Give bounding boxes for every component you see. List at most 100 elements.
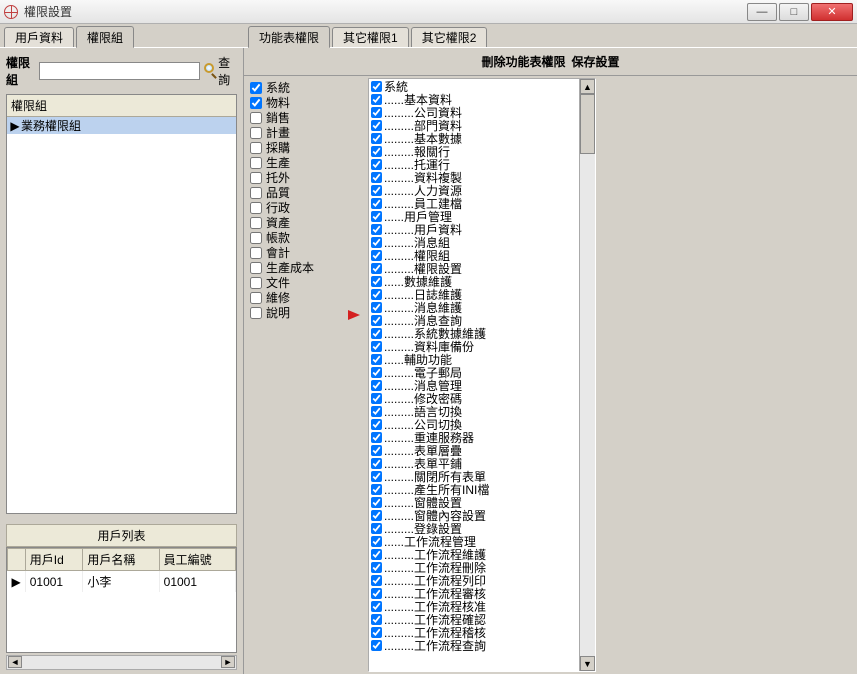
scroll-down-icon[interactable]: ▼ [580, 656, 595, 671]
category-item[interactable]: 資產 [250, 215, 342, 230]
category-item[interactable]: 文件 [250, 275, 342, 290]
minimize-button[interactable]: — [747, 3, 777, 21]
permission-checkbox[interactable] [371, 237, 382, 248]
permission-checkbox[interactable] [371, 302, 382, 313]
permission-checkbox[interactable] [371, 640, 382, 651]
permission-checkbox[interactable] [371, 133, 382, 144]
permission-checkbox[interactable] [371, 289, 382, 300]
scroll-thumb[interactable] [580, 94, 595, 154]
permission-checkbox[interactable] [371, 536, 382, 547]
category-item[interactable]: 生產 [250, 155, 342, 170]
permission-checkbox[interactable] [371, 198, 382, 209]
permission-checkbox[interactable] [371, 497, 382, 508]
tab-other-permission-1[interactable]: 其它權限1 [332, 27, 409, 47]
permission-checkbox[interactable] [371, 484, 382, 495]
permission-checkbox[interactable] [371, 471, 382, 482]
permission-checkbox[interactable] [371, 419, 382, 430]
category-item[interactable]: 採購 [250, 140, 342, 155]
permission-checkbox[interactable] [371, 627, 382, 638]
category-item[interactable]: 計畫 [250, 125, 342, 140]
save-settings-label[interactable]: 保存設置 [572, 53, 620, 70]
permission-checkbox[interactable] [371, 380, 382, 391]
category-item[interactable]: 說明 [250, 305, 342, 320]
permission-checkbox[interactable] [371, 367, 382, 378]
permission-checkbox[interactable] [371, 94, 382, 105]
permission-checkbox[interactable] [371, 549, 382, 560]
tab-permission-group[interactable]: 權限組 [76, 26, 134, 48]
user-row[interactable]: ▶01001小李01001 [8, 571, 236, 593]
permission-checkbox[interactable] [371, 172, 382, 183]
category-checkbox[interactable] [250, 97, 262, 109]
category-checkbox[interactable] [250, 172, 262, 184]
category-checkbox[interactable] [250, 307, 262, 319]
category-checkbox[interactable] [250, 202, 262, 214]
category-item[interactable]: 托外 [250, 170, 342, 185]
user-column-header[interactable]: 用戶Id [25, 549, 83, 571]
group-row[interactable]: ▶業務權限組 [7, 117, 236, 134]
permission-checkbox[interactable] [371, 328, 382, 339]
permission-checkbox[interactable] [371, 614, 382, 625]
category-item[interactable]: 會計 [250, 245, 342, 260]
permission-checkbox[interactable] [371, 315, 382, 326]
tab-menu-permission[interactable]: 功能表權限 [248, 26, 330, 48]
category-checkbox[interactable] [250, 142, 262, 154]
category-checkbox[interactable] [250, 247, 262, 259]
maximize-button[interactable]: □ [779, 3, 809, 21]
permission-checkbox[interactable] [371, 120, 382, 131]
search-input[interactable] [39, 62, 200, 80]
permission-checkbox[interactable] [371, 341, 382, 352]
search-button[interactable]: 查詢 [204, 54, 237, 88]
category-checkbox[interactable] [250, 262, 262, 274]
permission-checkbox[interactable] [371, 276, 382, 287]
permission-checkbox[interactable] [371, 211, 382, 222]
permission-checkbox[interactable] [371, 523, 382, 534]
permission-checkbox[interactable] [371, 224, 382, 235]
scroll-right-icon[interactable]: ► [221, 656, 235, 668]
category-checkbox[interactable] [250, 127, 262, 139]
category-checkbox[interactable] [250, 232, 262, 244]
permission-checkbox[interactable] [371, 159, 382, 170]
permission-checkbox[interactable] [371, 263, 382, 274]
category-checkbox[interactable] [250, 82, 262, 94]
permission-checkbox[interactable] [371, 81, 382, 92]
permission-checkbox[interactable] [371, 601, 382, 612]
close-button[interactable]: ✕ [811, 3, 853, 21]
tab-user-data[interactable]: 用戶資料 [4, 27, 74, 47]
scroll-up-icon[interactable]: ▲ [580, 79, 595, 94]
permission-checkbox[interactable] [371, 185, 382, 196]
category-checkbox[interactable] [250, 277, 262, 289]
user-list-hscroll[interactable]: ◄ ► [6, 655, 237, 670]
category-item[interactable]: 物料 [250, 95, 342, 110]
category-checkbox[interactable] [250, 157, 262, 169]
category-item[interactable]: 品質 [250, 185, 342, 200]
permission-vscroll[interactable]: ▲ ▼ [579, 79, 595, 671]
permission-checkbox[interactable] [371, 250, 382, 261]
category-item[interactable]: 維修 [250, 290, 342, 305]
category-checkbox[interactable] [250, 217, 262, 229]
category-item[interactable]: 系統 [250, 80, 342, 95]
category-checkbox[interactable] [250, 112, 262, 124]
delete-permission-label[interactable]: 刪除功能表權限 [481, 53, 565, 70]
permission-checkbox[interactable] [371, 107, 382, 118]
permission-checkbox[interactable] [371, 510, 382, 521]
user-column-header[interactable]: 用戶名稱 [83, 549, 159, 571]
user-column-header[interactable]: 員工編號 [159, 549, 235, 571]
category-item[interactable]: 行政 [250, 200, 342, 215]
category-checkbox[interactable] [250, 187, 262, 199]
category-item[interactable]: 帳款 [250, 230, 342, 245]
permission-checkbox[interactable] [371, 393, 382, 404]
permission-checkbox[interactable] [371, 432, 382, 443]
category-checkbox[interactable] [250, 292, 262, 304]
permission-checkbox[interactable] [371, 146, 382, 157]
permission-checkbox[interactable] [371, 445, 382, 456]
scroll-left-icon[interactable]: ◄ [8, 656, 22, 668]
permission-checkbox[interactable] [371, 354, 382, 365]
permission-checkbox[interactable] [371, 575, 382, 586]
permission-checkbox[interactable] [371, 562, 382, 573]
permission-checkbox[interactable] [371, 406, 382, 417]
permission-checkbox[interactable] [371, 458, 382, 469]
tab-other-permission-2[interactable]: 其它權限2 [411, 27, 488, 47]
category-item[interactable]: 生產成本 [250, 260, 342, 275]
category-item[interactable]: 銷售 [250, 110, 342, 125]
permission-item[interactable]: .........工作流程查詢 [371, 639, 577, 652]
